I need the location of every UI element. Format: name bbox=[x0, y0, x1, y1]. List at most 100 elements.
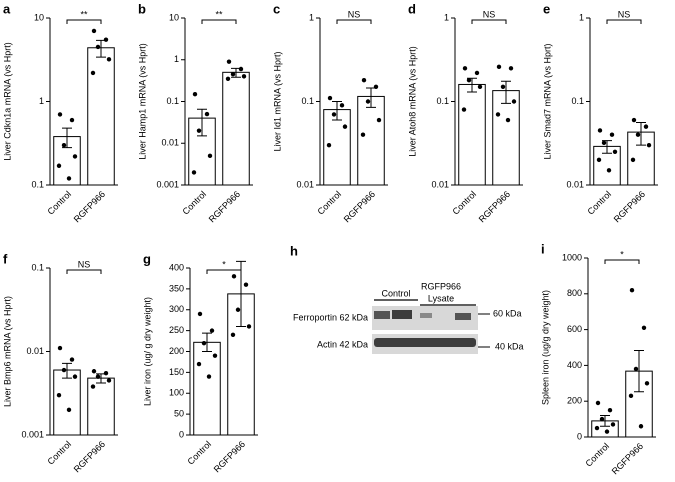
y-axis-label: Liver Hamp1 mRNA (vs Hprt) bbox=[137, 43, 147, 160]
significance-bracket bbox=[201, 19, 237, 24]
data-point bbox=[466, 77, 472, 83]
data-point bbox=[209, 328, 215, 333]
data-point bbox=[630, 157, 636, 163]
panel-label: g bbox=[143, 251, 151, 266]
y-tick-label: 0 bbox=[577, 431, 582, 441]
data-point bbox=[225, 76, 231, 81]
y-tick-label: 0.01 bbox=[26, 346, 44, 356]
x-tick-label: Control bbox=[316, 189, 344, 217]
data-point bbox=[66, 407, 72, 413]
group-label: Control bbox=[381, 288, 410, 298]
panel: d Liver Atoh8 mRNA (vs Hprt) 0.01 0.1 1 Contr… bbox=[407, 1, 523, 224]
data-point bbox=[56, 163, 62, 168]
y-tick-label: 50 bbox=[174, 409, 184, 419]
y-tick-label: 0.001 bbox=[21, 429, 44, 439]
data-point bbox=[610, 422, 616, 427]
x-tick-label: Control bbox=[181, 189, 209, 217]
panel: c Liver Id1 mRNA (vs Hprt) 0.01 0.1 1 Control… bbox=[272, 1, 388, 224]
data-point bbox=[360, 132, 366, 137]
bar bbox=[87, 47, 115, 186]
x-tick-label: Control bbox=[186, 439, 214, 467]
data-point bbox=[599, 416, 605, 422]
y-axis-label: Liver Smad7 mRNA (vs Hprt) bbox=[542, 43, 552, 159]
y-axis-label: Liver Id1 mRNA (vs Hprt) bbox=[272, 51, 282, 151]
data-point bbox=[474, 70, 480, 76]
blot-band bbox=[455, 313, 471, 320]
y-tick-label: 400 bbox=[169, 262, 184, 272]
panel-label: e bbox=[543, 1, 550, 16]
data-point bbox=[641, 325, 647, 331]
y-tick-label: 800 bbox=[567, 288, 582, 298]
data-point bbox=[226, 59, 232, 64]
data-point bbox=[638, 424, 644, 429]
data-point bbox=[207, 153, 213, 159]
y-tick-label: 0.1 bbox=[571, 96, 584, 106]
y-tick-label: 1 bbox=[579, 12, 584, 22]
y-axis-label: Liver Bmp6 mRNA (vs Hprt) bbox=[2, 296, 12, 407]
data-point bbox=[56, 392, 62, 398]
data-point bbox=[197, 311, 203, 317]
y-tick-label: 1 bbox=[174, 54, 179, 64]
data-point bbox=[106, 57, 112, 62]
panel-label: i bbox=[541, 241, 545, 256]
data-point bbox=[339, 103, 345, 108]
western-blot: h Control RGFP966 Lysate Ferroportin 62 … bbox=[290, 243, 524, 354]
data-point bbox=[103, 37, 109, 42]
data-point bbox=[606, 168, 612, 173]
significance-bracket bbox=[336, 19, 372, 24]
panel-label: b bbox=[138, 1, 146, 16]
data-point bbox=[90, 384, 96, 389]
error-bar bbox=[501, 80, 511, 104]
data-point bbox=[230, 72, 236, 77]
data-point bbox=[607, 407, 613, 413]
data-point bbox=[496, 64, 502, 70]
bar bbox=[492, 90, 520, 186]
x-tick-label: RGFP966 bbox=[477, 189, 512, 224]
data-point bbox=[91, 28, 97, 34]
y-tick-label: 100 bbox=[169, 388, 184, 398]
data-point bbox=[231, 274, 237, 279]
significance-label: ** bbox=[215, 9, 223, 19]
data-point bbox=[61, 367, 67, 373]
y-tick-label: 0.1 bbox=[31, 262, 44, 272]
error-bar bbox=[602, 140, 612, 154]
data-point bbox=[191, 170, 197, 175]
row-label: Actin 42 kDa bbox=[317, 339, 368, 349]
significance-bracket bbox=[604, 259, 640, 264]
data-point bbox=[238, 66, 244, 72]
data-point bbox=[511, 99, 517, 104]
data-point bbox=[461, 107, 467, 112]
data-point bbox=[327, 95, 333, 101]
data-point bbox=[72, 374, 78, 379]
data-point bbox=[204, 111, 210, 117]
y-axis-label: Spleen iron (ug/g dry weight) bbox=[540, 290, 550, 405]
data-point bbox=[57, 345, 63, 351]
data-point bbox=[477, 84, 483, 89]
data-point bbox=[331, 112, 337, 117]
data-point bbox=[206, 374, 212, 379]
x-tick-label: Control bbox=[586, 189, 614, 217]
data-point bbox=[241, 74, 247, 79]
y-tick-label: 10 bbox=[169, 12, 179, 22]
data-point bbox=[628, 393, 634, 399]
data-point bbox=[508, 66, 514, 71]
data-point bbox=[596, 157, 602, 163]
data-point bbox=[612, 149, 618, 154]
error-bar bbox=[197, 108, 207, 137]
panel-label: h bbox=[290, 243, 298, 258]
blot-band bbox=[374, 338, 476, 347]
error-bar bbox=[600, 415, 610, 427]
x-tick-label: RGFP966 bbox=[610, 441, 645, 476]
data-point bbox=[230, 332, 236, 337]
panel-label: f bbox=[3, 251, 8, 266]
data-point bbox=[326, 142, 332, 148]
bar bbox=[458, 83, 486, 186]
y-tick-label: 1 bbox=[444, 12, 449, 22]
significance-bracket bbox=[66, 19, 102, 24]
data-point bbox=[103, 370, 109, 376]
x-tick-label: RGFP966 bbox=[212, 439, 247, 474]
y-tick-label: 0.01 bbox=[566, 179, 584, 189]
x-tick-label: RGFP966 bbox=[72, 189, 107, 224]
marker-label: 60 kDa bbox=[493, 308, 522, 318]
